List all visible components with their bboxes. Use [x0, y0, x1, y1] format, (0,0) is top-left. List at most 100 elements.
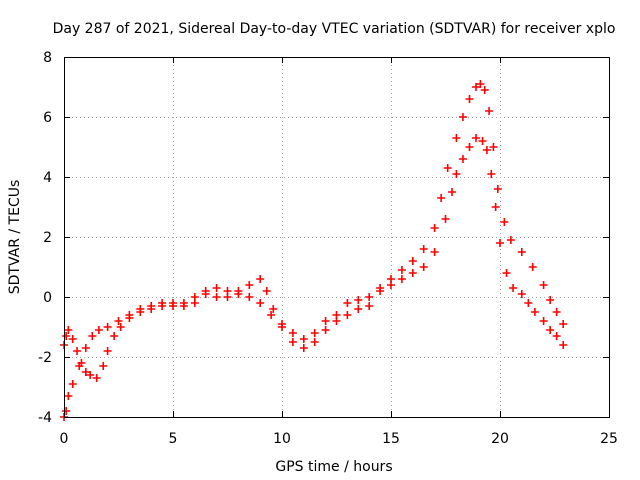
data-point [299, 335, 308, 343]
data-point [64, 326, 73, 334]
data-point [299, 344, 308, 352]
data-point [81, 344, 90, 352]
data-point [419, 245, 428, 253]
data-point [397, 275, 406, 283]
data-point [114, 317, 123, 325]
data-point [116, 323, 125, 331]
data-point [354, 305, 363, 313]
data-point [201, 287, 210, 295]
data-point [343, 299, 352, 307]
data-point [62, 332, 71, 340]
data-point [465, 95, 474, 103]
data-point [524, 299, 533, 307]
y-tick-label: 4 [43, 170, 52, 186]
data-point [245, 281, 254, 289]
data-point [169, 299, 177, 307]
data-point [496, 239, 504, 247]
data-point [443, 164, 452, 172]
data-point [365, 293, 374, 301]
data-point [103, 323, 112, 331]
data-point [234, 290, 243, 298]
data-point [502, 269, 511, 277]
data-point [68, 380, 77, 388]
data-point [365, 302, 374, 310]
data-point [245, 293, 254, 301]
data-point [491, 203, 500, 211]
data-point [256, 275, 265, 283]
x-tick-label: 25 [600, 431, 618, 447]
data-point [387, 281, 395, 289]
data-point [288, 338, 297, 346]
data-point [269, 305, 278, 313]
series-2 [60, 134, 568, 421]
y-tick-label: 2 [43, 230, 52, 246]
data-point [452, 134, 461, 142]
data-point [158, 299, 167, 307]
data-point [88, 332, 97, 340]
data-point [256, 299, 265, 307]
data-point [68, 335, 77, 343]
data-point [493, 185, 502, 193]
data-point [437, 194, 446, 202]
data-point [559, 320, 568, 328]
data-point [458, 113, 467, 121]
data-point [278, 323, 286, 331]
data-point [73, 347, 82, 355]
data-point [408, 257, 417, 265]
data-point [75, 362, 84, 370]
data-point [147, 302, 156, 310]
data-point [452, 170, 461, 178]
data-point [487, 170, 496, 178]
data-point [310, 329, 319, 337]
data-point [212, 293, 221, 301]
data-point [430, 248, 439, 256]
data-point [539, 281, 548, 289]
y-tick-label: -2 [38, 350, 52, 366]
data-point [559, 341, 568, 349]
x-tick-label: 15 [382, 431, 400, 447]
grid-lines [64, 57, 609, 417]
data-point [223, 287, 232, 295]
data-point [448, 188, 457, 196]
data-point [419, 263, 428, 271]
x-tick-label: 10 [273, 431, 291, 447]
data-point [441, 215, 450, 223]
data-point [212, 284, 221, 292]
data-point [103, 347, 112, 355]
data-point [354, 296, 363, 304]
data-point [408, 269, 417, 277]
data-point [267, 311, 276, 319]
data-point [480, 86, 489, 94]
data-point [489, 143, 498, 151]
data-point [546, 326, 555, 334]
data-point [528, 263, 537, 271]
data-point [92, 374, 101, 382]
x-tick-label: 5 [169, 431, 178, 447]
x-axis-label: GPS time / hours [275, 459, 392, 475]
data-point [81, 368, 90, 376]
data-point [539, 317, 548, 325]
data-point [482, 146, 491, 154]
data-point [517, 290, 526, 298]
data-point [530, 308, 539, 316]
data-point [288, 329, 297, 337]
data-point [321, 326, 330, 334]
data-point [397, 266, 406, 274]
data-point [190, 293, 199, 301]
data-point [472, 83, 481, 91]
y-tick-labels: -4 -2 0 2 4 6 8 [38, 50, 52, 426]
chart-title: Day 287 of 2021, Sidereal Day-to-day VTE… [53, 21, 616, 37]
data-point [125, 311, 134, 319]
data-point [506, 236, 515, 244]
data-point [465, 143, 474, 151]
data-point [546, 296, 555, 304]
y-tick-label: 6 [43, 110, 52, 126]
data-point [332, 317, 341, 325]
data-point [500, 218, 509, 226]
data-point [430, 224, 439, 232]
data-point [485, 107, 494, 115]
x-tick-label: 0 [60, 431, 69, 447]
data-point [458, 155, 467, 163]
data-point [62, 407, 71, 415]
